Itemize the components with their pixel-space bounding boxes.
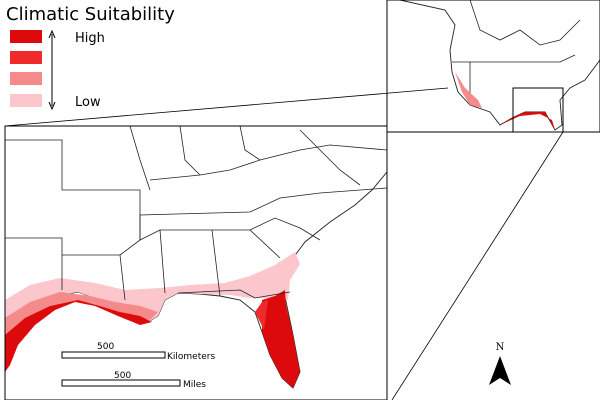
main-map bbox=[5, 126, 387, 389]
suitability-florida bbox=[262, 290, 300, 388]
inset-border bbox=[452, 54, 576, 63]
state-line bbox=[249, 217, 321, 241]
state-line bbox=[129, 126, 151, 191]
map-title: Climatic Suitability bbox=[6, 4, 175, 25]
connector bbox=[4, 87, 449, 127]
state-line bbox=[239, 126, 261, 161]
legend bbox=[10, 30, 42, 107]
inset-frame bbox=[386, 0, 600, 133]
legend-swatch bbox=[10, 72, 42, 85]
suitability-high bbox=[5, 300, 152, 372]
scale-km-unit: Kilometers bbox=[167, 352, 215, 362]
inset-land bbox=[399, 0, 600, 131]
state-line bbox=[5, 139, 63, 190]
suitability-florida-edge bbox=[255, 300, 268, 330]
inset-extent bbox=[512, 87, 564, 133]
legend-swatch bbox=[10, 51, 42, 64]
state-line bbox=[179, 126, 201, 176]
legend-swatch bbox=[10, 94, 42, 107]
scale-mi-unit: Miles bbox=[183, 380, 206, 390]
legend-swatch bbox=[10, 30, 42, 43]
state-line bbox=[5, 237, 63, 290]
inset-line bbox=[469, 0, 581, 46]
legend-low: Low bbox=[75, 95, 101, 110]
scale-bar-km bbox=[61, 351, 166, 359]
north-arrow bbox=[489, 356, 511, 385]
scale-mi-value: 500 bbox=[114, 371, 131, 381]
state-line bbox=[299, 129, 361, 186]
scale-bar-mi bbox=[61, 379, 181, 387]
main-frame bbox=[4, 125, 388, 400]
legend-arrowheads bbox=[48, 29, 56, 111]
state-line bbox=[177, 289, 291, 299]
connector bbox=[391, 131, 564, 400]
state-line bbox=[139, 187, 387, 240]
north-label: N bbox=[496, 342, 505, 353]
inset-map bbox=[399, 0, 600, 131]
inset-suitability bbox=[455, 72, 482, 108]
scale-km-value: 500 bbox=[97, 342, 114, 352]
suitability-mid bbox=[5, 292, 158, 360]
legend-high: High bbox=[75, 31, 105, 46]
